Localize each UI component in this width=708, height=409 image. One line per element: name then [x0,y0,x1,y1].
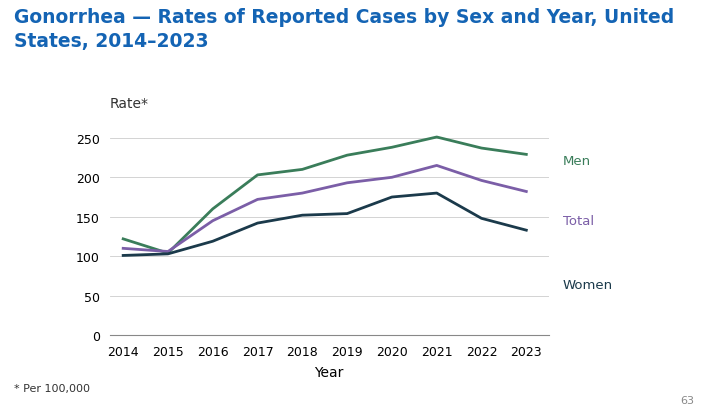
X-axis label: Year: Year [314,365,344,379]
Text: Total: Total [563,215,594,228]
Text: Rate*: Rate* [110,97,149,110]
Text: Women: Women [563,278,613,291]
Text: Gonorrhea — Rates of Reported Cases by Sex and Year, United
States, 2014–2023: Gonorrhea — Rates of Reported Cases by S… [14,8,675,51]
Text: 63: 63 [680,395,694,405]
Text: * Per 100,000: * Per 100,000 [14,383,90,393]
Text: Men: Men [563,154,591,167]
